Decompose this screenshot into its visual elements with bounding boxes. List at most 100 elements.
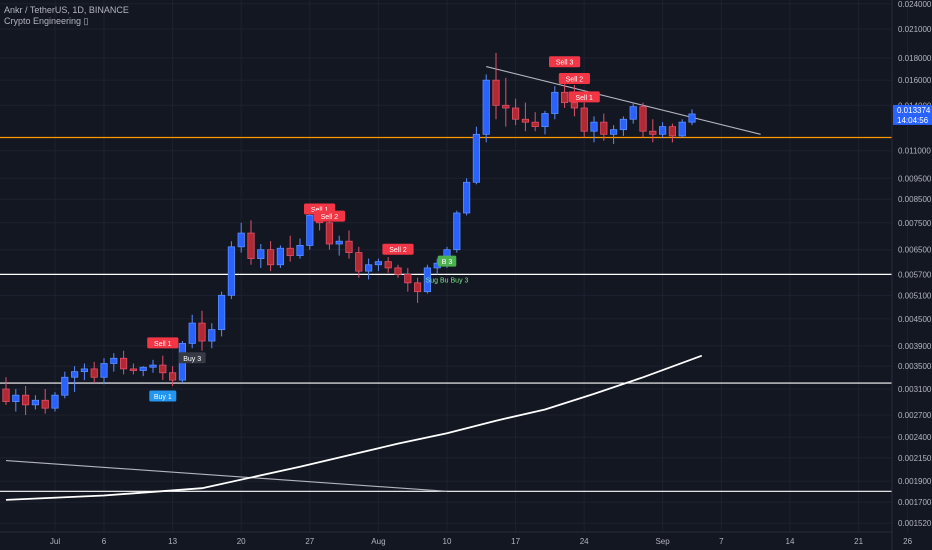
- signal-tag: B 3: [437, 255, 457, 267]
- chart-legend: Ankr / TetherUS, 1D, BINANCE Crypto Engi…: [4, 5, 129, 27]
- price-tick-label: 0.002150: [898, 454, 932, 463]
- candle: [159, 355, 167, 381]
- signal-tag: Sell 1: [147, 337, 179, 349]
- price-tick-label: 0.003500: [898, 362, 932, 371]
- candle: [355, 246, 363, 278]
- candle: [668, 123, 677, 143]
- candle-body: [551, 91, 559, 114]
- candle-body: [629, 106, 637, 120]
- candle: [335, 235, 343, 256]
- candle-body: [610, 129, 618, 135]
- time-tick-label: 20: [237, 537, 246, 546]
- price-tick-label: 0.006500: [898, 246, 932, 255]
- candle: [237, 222, 245, 253]
- candle-body: [110, 357, 118, 364]
- signal-tag: Sell 2: [382, 243, 414, 255]
- candle-body: [668, 126, 677, 137]
- time-tick-label: Jul: [50, 537, 60, 546]
- signal-tag: Sell 2: [313, 210, 345, 222]
- candle: [149, 359, 157, 373]
- candle: [629, 102, 637, 124]
- candle: [90, 361, 98, 384]
- signal-tag-label: Sell 3: [556, 60, 574, 67]
- candle-body: [384, 261, 392, 269]
- signal-tag: Sell 3: [549, 56, 581, 68]
- signal-tag-box: [313, 210, 345, 222]
- time-tick-label: 10: [443, 537, 452, 546]
- candle: [462, 178, 471, 216]
- candle: [110, 353, 118, 372]
- trendlines: [5, 66, 761, 492]
- candle: [257, 243, 265, 268]
- candle-body: [502, 104, 510, 109]
- time-tick-label: 27: [305, 537, 314, 546]
- candle: [472, 126, 481, 185]
- moving-average-line: [5, 354, 703, 501]
- candle: [423, 264, 432, 294]
- candle: [512, 98, 520, 126]
- candle: [590, 116, 598, 143]
- candle-body: [21, 394, 30, 406]
- candle: [21, 386, 30, 416]
- price-tick-label: 0.002400: [898, 433, 932, 442]
- signal-tag-box: [558, 73, 590, 85]
- time-tick-label: 17: [511, 537, 520, 546]
- candle-body: [100, 363, 108, 378]
- time-axis[interactable]: Jul 6 13 20 27 Aug 10 17 24 Sep 7 14 21 26: [50, 537, 913, 546]
- price-tick-label: 0.001700: [898, 498, 932, 507]
- signal-tag-label: Sell 2: [566, 77, 584, 84]
- candle: [688, 109, 696, 126]
- time-tick-label: 21: [854, 537, 863, 546]
- candle-body: [374, 261, 383, 266]
- candle-body: [149, 364, 157, 368]
- price-tick-label: 0.011000: [898, 147, 931, 156]
- candle-body: [355, 252, 363, 272]
- price-tick-label: 0.001520: [898, 519, 932, 528]
- candle: [296, 238, 304, 259]
- indicator-title[interactable]: Crypto Engineering ▯: [4, 16, 89, 26]
- candle-body: [345, 240, 353, 254]
- candle-body: [168, 372, 177, 381]
- signal-tag: Sell 1: [568, 91, 600, 103]
- signal-tag-box: [147, 337, 179, 349]
- candle: [384, 257, 392, 273]
- candle: [453, 210, 461, 253]
- signal-text: Sug Bu Buy 3: [426, 277, 469, 284]
- candle-body: [208, 329, 216, 342]
- candle-body: [12, 394, 20, 402]
- candle-body: [276, 247, 285, 266]
- price-axis[interactable]: 0.0240000.0210000.0180000.0160000.014000…: [898, 0, 932, 528]
- candle: [227, 241, 235, 300]
- candle: [639, 102, 647, 138]
- price-tick-label: 0.021000: [898, 25, 932, 34]
- candle-body: [227, 246, 235, 296]
- candle: [413, 277, 422, 303]
- time-tick-label: 13: [168, 537, 177, 546]
- candle: [71, 366, 79, 393]
- candle: [580, 102, 588, 138]
- candle: [129, 363, 137, 375]
- candle-body: [2, 388, 10, 402]
- price-tick-label: 0.007500: [898, 219, 932, 228]
- candle-body: [659, 126, 667, 135]
- candle-body: [462, 181, 471, 214]
- candle-body: [159, 364, 167, 374]
- candle: [139, 366, 147, 377]
- time-tick-label: Sep: [655, 537, 670, 546]
- candle: [31, 395, 40, 410]
- signal-tag: Sell 2: [558, 73, 590, 85]
- symbol-title[interactable]: Ankr / TetherUS, 1D, BINANCE: [4, 5, 129, 15]
- candle: [41, 389, 49, 414]
- candle: [188, 314, 196, 349]
- signal-tag-label: Sell 1: [311, 207, 329, 214]
- candle-body: [306, 214, 314, 246]
- signal-tag-label: Sell 2: [321, 214, 339, 221]
- price-tick-label: 0.008500: [898, 195, 932, 204]
- signal-tag-box: [568, 91, 600, 103]
- candle: [168, 366, 177, 387]
- candle: [325, 217, 334, 250]
- candle: [610, 125, 618, 144]
